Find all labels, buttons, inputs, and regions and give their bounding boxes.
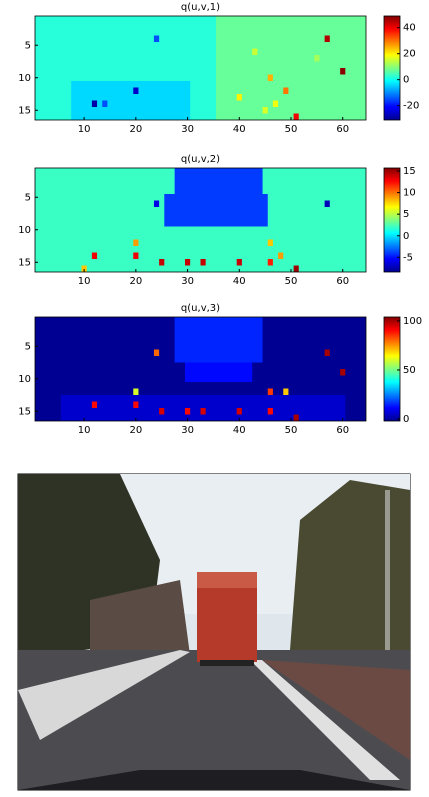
heatmap-region — [174, 168, 263, 194]
heatmap-cell — [200, 408, 206, 415]
heatmap-cell — [159, 408, 165, 415]
heatmap-cell — [267, 259, 273, 266]
colorbar-tick-label: -20 — [403, 101, 419, 112]
photo — [17, 473, 411, 791]
heatmap-cell — [314, 55, 320, 62]
colorbar-tick-label: 10 — [403, 188, 416, 199]
x-tick-label: 60 — [336, 276, 349, 287]
y-tick-label: 15 — [18, 105, 31, 116]
heatmap-cell — [267, 408, 273, 415]
colorbar-tick-label: 0 — [403, 75, 409, 86]
heatmap-region — [184, 362, 253, 382]
heatmap-cell — [272, 100, 279, 107]
heatmap-cell — [200, 259, 206, 266]
heatmap-cell — [153, 35, 160, 42]
colorbar-tick-label: 50 — [403, 365, 416, 376]
heatmap-cell — [340, 369, 346, 376]
heatmap-cell — [91, 401, 98, 408]
colorbar-tick-label: 5 — [403, 209, 409, 220]
x-tick-label: 20 — [129, 276, 142, 287]
heatmap-cell — [153, 349, 160, 356]
x-tick-label: 30 — [181, 425, 194, 436]
heatmap-cell — [252, 48, 258, 55]
x-tick-label: 60 — [336, 425, 349, 436]
heatmap-cell — [159, 259, 165, 266]
colorbar-tick-label: 0 — [403, 414, 409, 425]
y-tick-label: 10 — [18, 225, 31, 236]
heatmap-cell — [91, 252, 98, 259]
heatmap-cell — [262, 107, 268, 114]
heatmap-cell — [133, 388, 139, 395]
y-tick-label: 5 — [25, 192, 31, 203]
x-tick-label: 40 — [233, 425, 246, 436]
heatmap-cell — [283, 388, 289, 395]
x-tick-label: 10 — [78, 276, 91, 287]
heatmap-region — [174, 317, 263, 363]
x-tick-label: 50 — [285, 276, 298, 287]
heatmap-cell — [278, 252, 284, 259]
x-tick-label: 10 — [78, 425, 91, 436]
y-tick-label: 15 — [18, 406, 31, 417]
heatmap-cell — [133, 87, 139, 94]
x-tick-label: 60 — [336, 124, 349, 135]
colorbar — [383, 167, 401, 273]
heatmap-cell — [267, 74, 273, 81]
colorbar-tick-label: 20 — [403, 49, 416, 60]
heatmap-cell — [267, 239, 273, 246]
heatmap-cell — [184, 259, 191, 266]
heatmap-cell — [293, 414, 299, 421]
x-tick-label: 40 — [233, 124, 246, 135]
heatmap-cell — [133, 252, 139, 259]
heatmap-cell — [91, 100, 98, 107]
heatmap-cell — [236, 94, 242, 101]
x-tick-label: 40 — [233, 276, 246, 287]
x-tick-label: 50 — [285, 124, 298, 135]
heatmap-region — [71, 81, 191, 120]
y-tick-label: 5 — [25, 341, 31, 352]
heatmap-cell — [133, 401, 139, 408]
colorbar-tick-label: -5 — [403, 252, 413, 263]
plot-frame — [34, 15, 367, 121]
colorbar — [383, 316, 401, 422]
x-tick-label: 20 — [129, 425, 142, 436]
heatmap-cell — [293, 113, 299, 120]
heatmap-cell — [340, 68, 346, 75]
x-tick-label: 30 — [181, 276, 194, 287]
colorbar-tick-label: 15 — [403, 166, 416, 177]
colorbar — [383, 15, 401, 121]
y-tick-label: 15 — [18, 257, 31, 268]
heatmap-cell — [184, 408, 191, 415]
y-tick-label: 10 — [18, 73, 31, 84]
colorbar-tick-label: 100 — [403, 316, 422, 327]
x-tick-label: 20 — [129, 124, 142, 135]
plot-title: q(u,v,1) — [181, 2, 220, 13]
heatmap-cell — [236, 259, 242, 266]
plot-frame — [34, 167, 367, 273]
colorbar-tick-label: 40 — [403, 23, 416, 34]
heatmap-cell — [267, 388, 273, 395]
heatmap-cell — [102, 100, 108, 107]
heatmap-cell — [324, 349, 330, 356]
heatmap-cell — [81, 265, 87, 272]
y-tick-label: 10 — [18, 374, 31, 385]
heatmap-cell — [293, 265, 299, 272]
heatmap-cell — [236, 408, 242, 415]
heatmap-region — [164, 194, 268, 227]
heatmap-cell — [283, 87, 289, 94]
plot-title: q(u,v,3) — [181, 303, 220, 314]
x-tick-label: 30 — [181, 124, 194, 135]
colorbar-tick-label: 0 — [403, 231, 409, 242]
x-tick-label: 10 — [78, 124, 91, 135]
heatmap-cell — [324, 35, 330, 42]
heatmap-cell — [133, 239, 139, 246]
heatmap-cell — [153, 200, 160, 207]
x-tick-label: 50 — [285, 425, 298, 436]
heatmap-cell — [324, 200, 330, 207]
plot-frame — [34, 316, 367, 422]
plot-title: q(u,v,2) — [181, 154, 220, 165]
y-tick-label: 5 — [25, 40, 31, 51]
